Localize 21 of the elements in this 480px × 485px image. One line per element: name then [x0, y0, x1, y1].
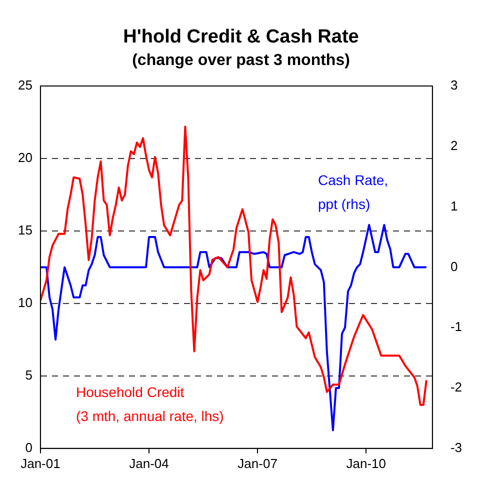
x-tick-label: Jan-01 [20, 456, 60, 471]
y-tick-label: 25 [18, 78, 32, 93]
y-tick-label: 5 [25, 368, 32, 382]
chart-subtitle: (change over past 3 months) [132, 52, 350, 69]
y-tick-label: 0 [25, 440, 32, 455]
y-tick-label: 20 [18, 150, 32, 166]
x-tick-label: Jan-10 [346, 456, 386, 471]
text: Household Credit (3 mth, annual rate, lhs) [76, 383, 224, 426]
y2-tick-label: -3 [450, 440, 462, 455]
x-tick-label: Jan-07 [238, 456, 278, 471]
y-tick-label: 15 [18, 222, 32, 238]
y2-tick-label: -1 [450, 319, 462, 334]
series-label: Cash Rate, ppt (rhs) [318, 171, 388, 214]
y2-tick-label: 2 [450, 138, 458, 153]
y2-tick-label: 1 [450, 198, 458, 214]
y2-tick-label: 3 [450, 78, 458, 93]
y-tick-label: 10 [18, 295, 32, 310]
x-tick-label: Jan-04 [129, 456, 169, 471]
chart-title: H'hold Credit & Cash Rate [123, 26, 359, 48]
y2-tick-label: 0 [450, 258, 458, 274]
y2-tick-label: -2 [450, 380, 462, 395]
